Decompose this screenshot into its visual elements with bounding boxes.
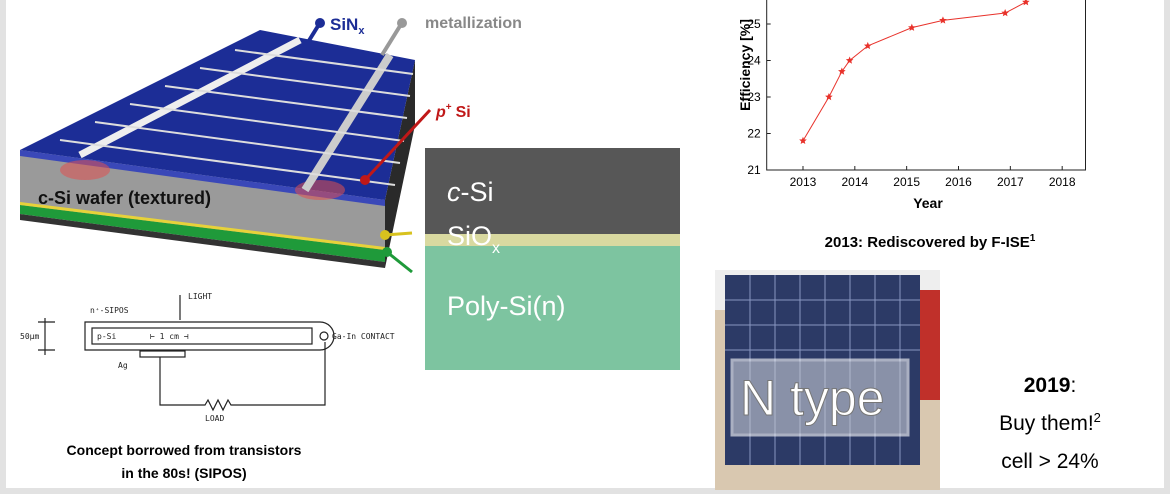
efficiency-chart: Year Efficiency [%] 2013 2014 2015 2016 2017…: [737, 0, 1086, 211]
circuit-label: LOAD: [205, 414, 224, 423]
metallization-label: metallization: [425, 15, 522, 32]
poly-layer: [20, 205, 385, 262]
y-tick-label: 23: [747, 90, 761, 104]
caption-sup: 1: [1030, 233, 1036, 244]
x-tick-label: 2017: [997, 175, 1024, 189]
label-box: [730, 358, 910, 437]
pointer: [363, 108, 432, 182]
x-tick-label: 2016: [945, 175, 972, 189]
circuit-label: LIGHT: [188, 292, 212, 301]
series-line: [802, 1, 1027, 142]
caption-text: 2013: Rediscovered by F-ISE: [825, 234, 1030, 251]
wafer-side: [385, 60, 415, 268]
sinx-text: SiN: [330, 15, 358, 34]
pointer: [303, 24, 320, 49]
plot-frame: [766, 0, 1086, 171]
note-buy: Buy them!2: [999, 410, 1101, 435]
circuit-label: n⁺-SIPOS: [90, 306, 129, 315]
si-text: -Si: [461, 177, 494, 207]
series-point: [1001, 9, 1009, 17]
p-si-spot: [295, 180, 345, 200]
wafer-label: c-Si wafer (textured): [38, 188, 211, 208]
circuit-drawing: [38, 295, 335, 412]
rear-layer: [20, 214, 385, 268]
series-point: [939, 16, 947, 24]
circuit-label: Ga-In CONTACT: [332, 332, 395, 341]
pointer-dot: [397, 18, 407, 28]
circuit-caption: in the 80s! (SIPOS): [121, 465, 246, 481]
pointer-dot: [360, 175, 370, 185]
x-axis-label: Year: [913, 195, 943, 211]
year-text: 2019: [1024, 374, 1071, 397]
photo-label: N type: [740, 370, 885, 426]
stand: [920, 290, 940, 400]
y-tick-label: 22: [747, 127, 761, 141]
circuit-labels: n⁺-SIPOS LIGHT 50μm p-Si ⊢ 1 cm ⊣ Ga-In …: [20, 292, 395, 423]
module-photo: N type: [715, 270, 940, 490]
buy-sup: 2: [1094, 410, 1101, 425]
x-tick-label: 2013: [790, 175, 817, 189]
busbar: [301, 52, 394, 193]
x-sub: x: [492, 240, 500, 257]
p-sup: +: [446, 102, 452, 113]
oxide-layer: [20, 202, 385, 250]
fingers: [59, 49, 414, 186]
circuit-label: 50μm: [20, 332, 39, 341]
pointer-dot: [382, 247, 392, 257]
pointer-dot: [315, 18, 325, 28]
wafer-front: [20, 150, 385, 262]
chart-caption: 2013: Rediscovered by F-ISE1: [825, 233, 1036, 251]
x-tick-label: 2018: [1049, 175, 1076, 189]
oxide-band: [425, 234, 680, 246]
series-point: [908, 23, 916, 31]
pointer: [386, 250, 413, 274]
p-si-label: p+ Si: [435, 102, 471, 121]
series-point: [863, 41, 872, 50]
note-cell: cell > 24%: [1001, 450, 1098, 473]
p-text: p: [435, 104, 446, 121]
x-tick-label: 2014: [841, 175, 868, 189]
series-point: [845, 56, 854, 64]
y-tick-label: 25: [747, 17, 761, 31]
x-tick-label: 2015: [893, 175, 920, 189]
micrograph: c-Si SiOx Poly-Si(n): [425, 148, 680, 370]
circuit-label: Ag: [118, 361, 128, 370]
sio-text: SiO: [447, 221, 492, 251]
y-axis-label: Efficiency [%]: [737, 19, 753, 111]
series-point: [1022, 0, 1030, 6]
pointer-dot: [380, 230, 390, 240]
sinx-sub: x: [358, 25, 365, 37]
poly-label: Poly-Si(n): [447, 291, 566, 321]
si-text: Si: [456, 104, 471, 121]
series-point: [825, 93, 833, 101]
y-tick-label: 21: [747, 163, 761, 177]
p-si-spot: [60, 160, 110, 180]
series-point: [838, 67, 846, 75]
circuit-caption: Concept borrowed from transistors: [67, 442, 302, 458]
y-tick-label: 24: [747, 54, 761, 68]
circuit-label: p-Si: [97, 332, 116, 341]
note-year: 2019:: [1024, 374, 1077, 397]
colon-text: :: [1070, 374, 1076, 397]
c-si-region: [425, 148, 680, 236]
buy-text: Buy them!: [999, 412, 1094, 435]
busbar: [78, 36, 302, 159]
circuit-label: ⊢ 1 cm ⊣: [150, 332, 189, 341]
series-point: [799, 136, 807, 145]
siox-label: SiOx: [447, 221, 500, 257]
c-text: c: [447, 177, 461, 207]
sinx-label: SiNx: [330, 15, 365, 37]
sinx-edge: [20, 150, 385, 206]
c-si-label: c-Si: [447, 177, 494, 207]
pointer: [380, 24, 402, 57]
cell-illustration: SiNx metallization p+ Si c-Si wafer (text…: [20, 15, 522, 274]
